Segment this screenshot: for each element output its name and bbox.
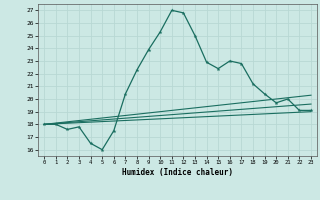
X-axis label: Humidex (Indice chaleur): Humidex (Indice chaleur) xyxy=(122,168,233,177)
